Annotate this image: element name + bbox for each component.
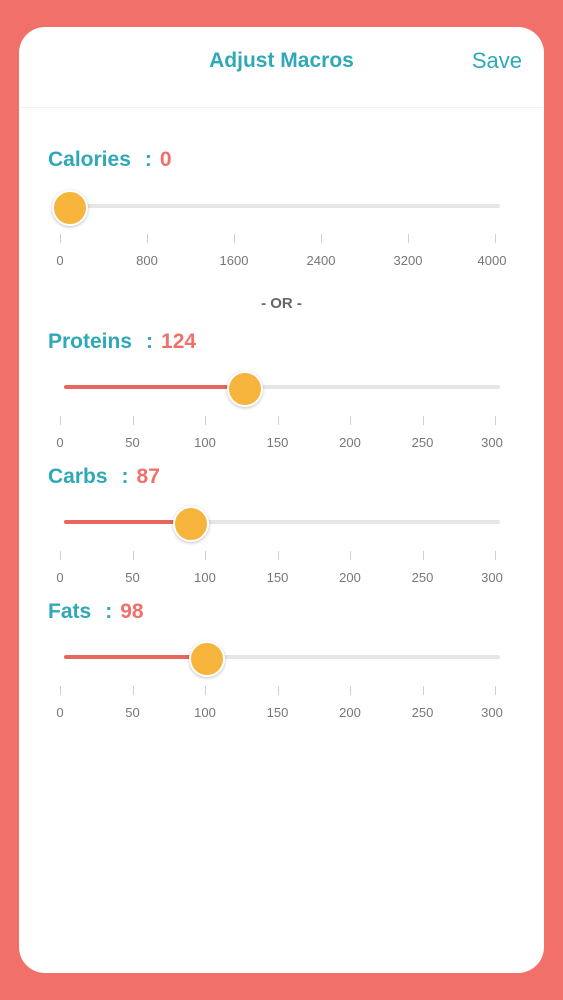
proteins-label: Proteins xyxy=(48,330,133,353)
proteins-ticks: 0 50 100 150 200 250 300 xyxy=(19,416,544,456)
proteins-tick-label: 50 xyxy=(125,435,140,450)
fats-tick-label: 0 xyxy=(56,705,64,720)
proteins-tick-label: 200 xyxy=(339,435,361,450)
carbs-tick-mark xyxy=(132,551,134,560)
proteins-tick-label: 150 xyxy=(266,435,289,450)
carbs-slider-thumb[interactable] xyxy=(173,506,210,542)
carbs-slider[interactable] xyxy=(64,506,500,542)
page-title: Adjust Macros xyxy=(209,49,354,72)
fats-ticks: 0 50 100 150 200 250 300 xyxy=(19,686,544,726)
or-divider: - OR - xyxy=(261,295,302,312)
calories-tick-label: 1600 xyxy=(219,253,249,268)
calories-slider[interactable] xyxy=(52,190,500,226)
fats-label: Fats xyxy=(48,600,92,623)
carbs-colon: : xyxy=(121,465,129,488)
carbs-tick-label: 0 xyxy=(56,570,64,585)
carbs-tick-mark xyxy=(350,551,351,560)
calories-tick-mark xyxy=(408,234,409,243)
fats-colon: : xyxy=(105,600,113,623)
calories-tick-label: 3200 xyxy=(393,253,423,268)
calories-tick-mark xyxy=(321,234,322,243)
proteins-slider-thumb[interactable] xyxy=(227,371,264,407)
calories-tick-mark xyxy=(60,234,61,243)
proteins-tick-mark xyxy=(495,416,496,425)
calories-tick-label: 0 xyxy=(56,253,64,268)
fats-tick-mark xyxy=(495,686,496,695)
carbs-tick-label: 50 xyxy=(125,570,140,585)
calories-tick-mark xyxy=(147,234,148,243)
calories-tick-mark xyxy=(234,234,235,243)
carbs-slider-fill xyxy=(64,520,191,524)
fats-slider-thumb[interactable] xyxy=(189,641,226,677)
carbs-tick-mark xyxy=(60,551,61,560)
proteins-tick-mark xyxy=(350,416,351,425)
calories-value: 0 xyxy=(159,148,172,171)
calories-tick-label: 800 xyxy=(136,253,158,268)
carbs-tick-label: 100 xyxy=(194,570,216,585)
proteins-tick-mark xyxy=(132,416,134,425)
fats-tick-label: 150 xyxy=(266,705,289,720)
calories-tick-label: 2400 xyxy=(306,253,336,268)
carbs-tick-label: 300 xyxy=(481,570,503,585)
carbs-tick-label: 200 xyxy=(339,570,361,585)
carbs-label: Carbs xyxy=(48,465,108,488)
fats-value: 98 xyxy=(120,600,144,623)
fats-tick-mark xyxy=(132,686,134,695)
proteins-value: 124 xyxy=(161,330,197,353)
fats-tick-mark xyxy=(60,686,61,695)
calories-tick-label: 4000 xyxy=(477,253,507,268)
fats-tick-label: 50 xyxy=(125,705,140,720)
calories-colon: : xyxy=(144,148,152,171)
fats-tick-label: 100 xyxy=(194,705,216,720)
calories-label: Calories xyxy=(48,148,131,171)
header: Adjust Macros Save xyxy=(19,27,544,108)
proteins-colon: : xyxy=(146,330,154,353)
fats-tick-label: 200 xyxy=(339,705,361,720)
calories-ticks: 0 800 1600 2400 3200 4000 xyxy=(19,234,544,274)
proteins-tick-label: 250 xyxy=(411,435,434,450)
fats-slider[interactable] xyxy=(64,641,500,677)
proteins-tick-label: 0 xyxy=(56,435,64,450)
proteins-slider-fill xyxy=(64,385,245,389)
fats-tick-label: 250 xyxy=(411,705,434,720)
proteins-slider[interactable] xyxy=(64,371,500,407)
carbs-tick-mark xyxy=(422,551,424,560)
carbs-ticks: 0 50 100 150 200 250 300 xyxy=(19,551,544,591)
calories-slider-thumb[interactable] xyxy=(52,190,88,226)
calories-tick-mark xyxy=(495,234,496,243)
proteins-tick-mark xyxy=(422,416,424,425)
fats-tick-mark xyxy=(277,686,279,695)
fats-tick-mark xyxy=(205,686,206,695)
carbs-tick-mark xyxy=(495,551,496,560)
carbs-value: 87 xyxy=(136,465,160,488)
adjust-macros-card: Adjust Macros Save Calories:0 0 800 1600 24… xyxy=(19,27,544,973)
carbs-tick-label: 250 xyxy=(411,570,434,585)
proteins-tick-mark xyxy=(205,416,206,425)
proteins-tick-mark xyxy=(60,416,61,425)
carbs-tick-mark xyxy=(205,551,206,560)
fats-tick-mark xyxy=(350,686,351,695)
fats-tick-label: 300 xyxy=(481,705,503,720)
save-button[interactable]: Save xyxy=(471,48,522,73)
carbs-tick-mark xyxy=(277,551,279,560)
proteins-tick-label: 100 xyxy=(194,435,216,450)
fats-slider-fill xyxy=(64,655,207,659)
fats-tick-mark xyxy=(422,686,424,695)
proteins-tick-label: 300 xyxy=(481,435,503,450)
proteins-tick-mark xyxy=(277,416,279,425)
carbs-tick-label: 150 xyxy=(266,570,289,585)
